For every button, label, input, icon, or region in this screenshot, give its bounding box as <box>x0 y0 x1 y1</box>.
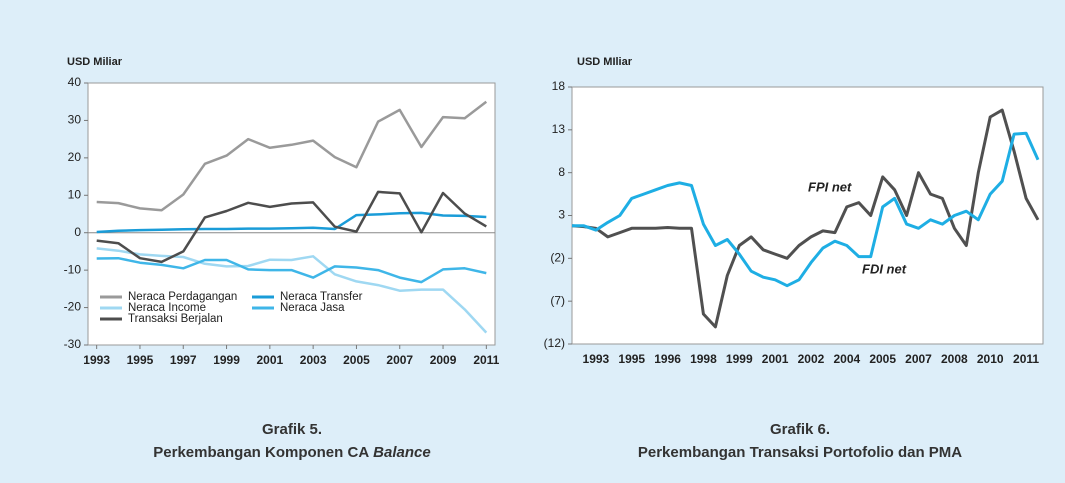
x-tick-label: 2010 <box>977 352 1004 366</box>
y-tick-label: 0 <box>74 225 81 239</box>
y-tick-label: 40 <box>68 75 82 89</box>
y-tick-label: 20 <box>68 150 82 164</box>
y-tick-label: -30 <box>64 337 82 351</box>
x-tick-label: 2004 <box>833 352 860 366</box>
subtitle-part: Balance <box>373 444 431 461</box>
y-axis-label: USD MIliar <box>577 56 633 68</box>
x-tick-label: 2009 <box>430 353 457 367</box>
x-tick-label: 2007 <box>905 352 932 366</box>
y-tick-label: -10 <box>64 262 82 276</box>
legend-label: Neraca Transfer <box>280 291 363 303</box>
x-tick-label: 1998 <box>690 352 717 366</box>
y-tick-label: 3 <box>558 208 565 222</box>
x-tick-label: 1999 <box>726 352 753 366</box>
y-tick-label: 13 <box>552 122 566 136</box>
x-tick-label: 2001 <box>256 353 283 367</box>
legend-label: Neraca Jasa <box>280 302 345 314</box>
y-tick-label: (12) <box>544 336 565 350</box>
x-tick-label: 1997 <box>170 353 197 367</box>
series-annotation: FDI net <box>862 261 907 276</box>
x-tick-label: 2011 <box>1013 352 1039 366</box>
chart-title: Grafik 6. <box>770 421 830 438</box>
series-annotation: FPI net <box>808 179 852 194</box>
x-tick-label: 1993 <box>83 353 110 367</box>
series-line <box>96 211 487 234</box>
y-axis-label: USD Miliar <box>67 56 123 68</box>
subtitle-part: Perkembangan Transaksi Portofolio dan PM… <box>638 444 962 461</box>
x-tick-label: 2008 <box>941 352 968 366</box>
series-line <box>96 100 488 212</box>
x-tick-label: 1999 <box>213 353 240 367</box>
x-tick-label: 2005 <box>869 352 896 366</box>
subtitle-part: Perkembangan Komponen CA <box>153 444 369 461</box>
plot-area <box>571 86 1044 345</box>
x-tick-label: 1995 <box>618 352 645 366</box>
x-tick-label: 2007 <box>386 353 413 367</box>
y-tick-label: (7) <box>550 293 565 307</box>
series-line <box>96 190 487 264</box>
legend-label: Neraca Perdagangan <box>128 291 237 303</box>
y-tick-label: 8 <box>558 165 565 179</box>
y-tick-label: 18 <box>552 79 566 93</box>
series-line <box>572 131 1040 288</box>
legend-label: Neraca Income <box>128 302 206 314</box>
x-tick-label: 2001 <box>762 352 789 366</box>
x-tick-label: 1996 <box>654 352 681 366</box>
series-line <box>571 108 1040 329</box>
x-tick-label: 2003 <box>300 353 327 367</box>
series-line <box>96 256 487 284</box>
chart-subtitle: Perkembangan Transaksi Portofolio dan PM… <box>638 444 962 461</box>
chart-title: Grafik 5. <box>262 421 322 438</box>
y-tick-label: 10 <box>68 187 82 201</box>
x-tick-label: 2011 <box>473 353 499 367</box>
x-tick-label: 2002 <box>798 352 825 366</box>
series-line <box>96 247 488 334</box>
y-tick-label: -20 <box>64 300 82 314</box>
chart-subtitle: Perkembangan Komponen CA Balance <box>153 444 430 461</box>
x-tick-label: 1993 <box>583 352 610 366</box>
x-tick-label: 2005 <box>343 353 370 367</box>
x-tick-label: 1995 <box>127 353 154 367</box>
legend-label: Transaksi Berjalan <box>128 313 223 325</box>
y-tick-label: 30 <box>68 113 82 127</box>
y-tick-label: (2) <box>550 251 565 265</box>
